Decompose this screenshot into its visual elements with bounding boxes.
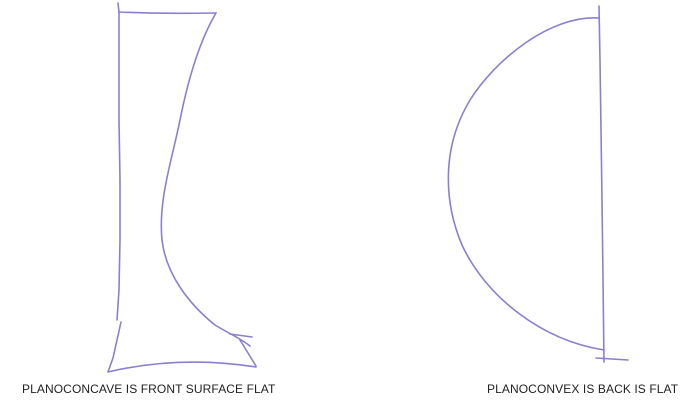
planoconvex-lens-drawing xyxy=(447,5,629,363)
planoconvex-caption: PLANOCONVEX IS BACK IS FLAT xyxy=(487,382,679,396)
planoconcave-concave-back-surface xyxy=(160,12,251,347)
planoconvex-bottom-edge xyxy=(595,357,629,361)
planoconcave-caption: PLANOCONCAVE IS FRONT SURFACE FLAT xyxy=(22,382,276,396)
planoconcave-corner-mark xyxy=(229,333,257,367)
planoconcave-flat-front-surface xyxy=(116,2,121,321)
planoconvex-flat-back-surface xyxy=(598,5,605,363)
planoconvex-convex-front-surface xyxy=(447,17,605,351)
planoconcave-lens-drawing xyxy=(107,2,257,373)
planoconcave-bottom-edge xyxy=(107,321,257,373)
planoconcave-top-edge xyxy=(118,11,217,15)
